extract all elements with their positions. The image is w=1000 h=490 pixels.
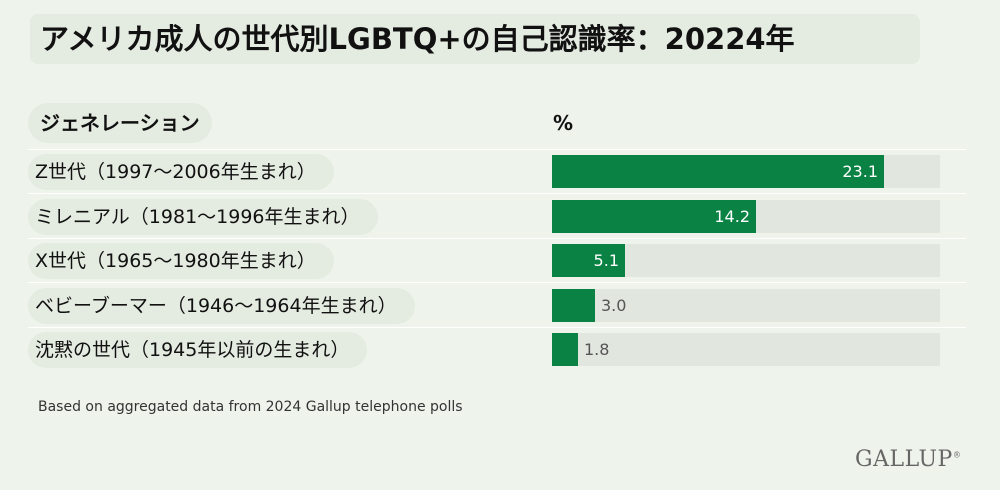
row-divider <box>28 193 966 194</box>
row-divider <box>28 326 966 328</box>
percent-header: % <box>553 111 574 135</box>
header-divider <box>28 149 966 150</box>
brand-name: GALLUP <box>855 447 953 472</box>
chart-title: アメリカ成人の世代別LGBTQ+の自己認識率：20224年 <box>40 22 795 56</box>
category-label: ミレニアル（1981～1996年生まれ） <box>28 198 378 235</box>
title-box: アメリカ成人の世代別LGBTQ+の自己認識率：20224年 <box>30 14 920 64</box>
bar-track: 1.8 <box>552 333 940 366</box>
gallup-logo: GALLUP® <box>855 447 962 472</box>
bar <box>552 333 578 366</box>
bar <box>552 244 625 277</box>
category-label: 沈黙の世代（1945年以前の生まれ） <box>28 332 368 368</box>
bar <box>552 199 756 233</box>
bar-track: 23.1 <box>552 155 940 188</box>
category-label: Z世代（1997～2006年生まれ） <box>28 154 334 190</box>
category-label: ベビーブーマー（1946～1964年生まれ） <box>28 287 415 324</box>
category-label: X世代（1965～1980年生まれ） <box>28 243 334 279</box>
bar <box>552 288 595 322</box>
bar <box>552 155 884 188</box>
bar-track: 3.0 <box>552 288 940 322</box>
generation-header: ジェネレーション <box>28 103 212 143</box>
value-label: 5.1 <box>593 251 619 270</box>
source-note: Based on aggregated data from 2024 Gallu… <box>38 399 463 415</box>
row-divider <box>28 237 966 239</box>
row-divider <box>28 282 966 283</box>
value-label: 1.8 <box>584 340 610 359</box>
value-label: 23.1 <box>842 162 878 181</box>
bar-track: 5.1 <box>552 244 940 277</box>
value-label: 14.2 <box>714 206 750 226</box>
bar-track: 14.2 <box>552 199 940 233</box>
value-label: 3.0 <box>601 295 627 315</box>
